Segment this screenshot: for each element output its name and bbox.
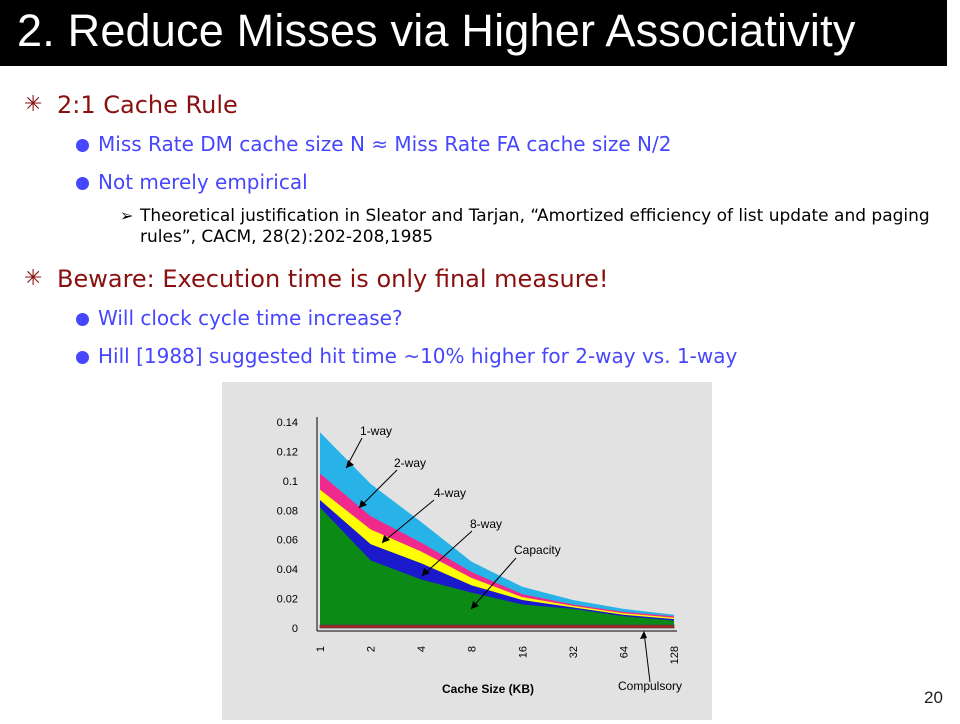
disc-bullet-icon [76, 177, 89, 190]
x-tick-label: 128 [669, 646, 681, 664]
x-axis-title: Cache Size (KB) [442, 682, 534, 696]
disc-bullet-icon [76, 139, 89, 152]
x-tick-label: 16 [517, 646, 529, 658]
asterisk-bullet-icon: ✳ [24, 92, 43, 117]
callout-line-2-way [358, 469, 398, 509]
sub-bullet-miss-rate: Miss Rate DM cache size N ≈ Miss Rate FA… [98, 132, 672, 156]
callout-label-capacity: Capacity [514, 543, 561, 557]
sub-sub-bullet-justification: Theoretical justification in Sleator and… [140, 206, 930, 247]
x-tick-label: 4 [416, 646, 428, 652]
y-tick-label: 0.14 [277, 417, 298, 429]
area-compulsory [319, 624, 675, 629]
chart-svg: 0 0.02 0.04 0.06 0.08 0.1 0.12 0.14 1 2 4 8 16 32 64 12… [277, 417, 682, 696]
callout-arrowhead-4-way [382, 535, 390, 543]
callout-line-capacity [470, 557, 517, 610]
y-tick-label: 0.12 [277, 446, 298, 458]
disc-bullet-icon [76, 351, 89, 364]
callout-label-compulsory: Compulsory [618, 679, 682, 693]
callout-label-1-way: 1-way [360, 424, 392, 438]
callout-arrowhead-capacity [471, 601, 479, 609]
y-tick-label: 0.08 [277, 505, 298, 517]
title-bar: 2. Reduce Misses via Higher Associativit… [0, 0, 947, 66]
slide-title: 2. Reduce Misses via Higher Associativit… [17, 5, 856, 56]
sub-bullet-not-empirical: Not merely empirical [98, 170, 308, 194]
x-tick-label: 8 [467, 646, 479, 652]
callout-label-8-way: 8-way [470, 517, 502, 531]
callout-arrowhead-compulsory [640, 631, 647, 639]
asterisk-bullet-icon: ✳ [24, 266, 43, 291]
y-tick-label: 0.06 [277, 535, 298, 547]
y-tick-label: 0.02 [277, 594, 298, 606]
y-tick-label: 0 [292, 623, 298, 635]
bullet-beware: Beware: Execution time is only final mea… [57, 265, 609, 293]
x-tick-label: 2 [366, 646, 378, 652]
x-tick-label: 32 [568, 646, 580, 658]
callout-line-4-way [381, 499, 435, 544]
sub-bullet-hill: Hill [1988] suggested hit time ~10% high… [98, 344, 738, 368]
arrow-bullet-icon: ➢ [120, 206, 134, 225]
callout-line-8-way [421, 530, 473, 577]
callout-label-2-way: 2-way [394, 456, 426, 470]
slide-number: 20 [924, 688, 943, 707]
y-tick-label: 0.04 [277, 564, 298, 576]
bullet-cache-rule: 2:1 Cache Rule [57, 91, 238, 119]
y-tick-label: 0.1 [283, 476, 298, 488]
callout-arrowhead-2-way [359, 500, 367, 508]
callout-arrowhead-8-way [422, 568, 430, 576]
x-tick-label: 1 [315, 646, 327, 652]
callout-line-compulsory [643, 631, 651, 683]
miss-rate-chart: 0 0.02 0.04 0.06 0.08 0.1 0.12 0.14 1 2 4 8 16 32 64 12… [222, 382, 712, 720]
callout-arrowhead-1-way [346, 460, 354, 468]
disc-bullet-icon [76, 313, 89, 326]
callout-label-4-way: 4-way [434, 486, 466, 500]
x-tick-label: 64 [618, 646, 630, 658]
sub-bullet-clock-cycle: Will clock cycle time increase? [98, 306, 403, 330]
area-capacity [320, 507, 674, 628]
